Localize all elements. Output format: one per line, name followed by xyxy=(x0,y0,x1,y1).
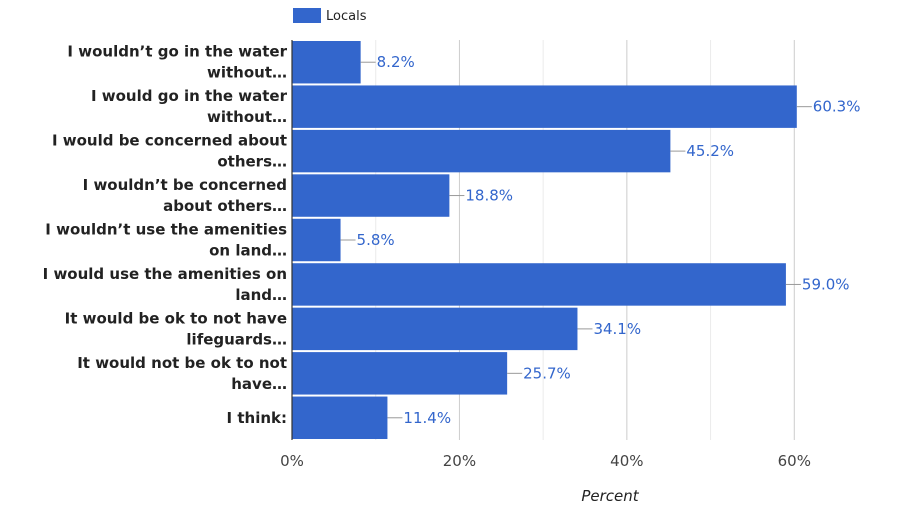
legend: Locals xyxy=(293,8,367,24)
data-label: 60.3% xyxy=(813,98,861,116)
category-label: I wouldn’t go in the water xyxy=(67,43,287,61)
bar xyxy=(292,396,388,439)
data-labels: 8.2% 60.3% 45.2% 18.8% 5.8% 59.0% 34.1% 25.7% 11… xyxy=(340,53,861,427)
data-label: 25.7% xyxy=(523,364,571,382)
x-tick-label: 0% xyxy=(280,452,304,470)
category-label: I would go in the water xyxy=(91,87,288,105)
category-label: on land… xyxy=(209,242,287,260)
data-label: 11.4% xyxy=(403,409,451,427)
bar xyxy=(292,85,797,128)
category-labels: I wouldn’t go in the water without… I woul… xyxy=(43,43,288,427)
data-label: 8.2% xyxy=(377,53,415,71)
x-tick-label: 40% xyxy=(610,452,643,470)
category-label: It would not be ok to not xyxy=(77,354,287,372)
bar xyxy=(292,307,578,351)
data-label: 59.0% xyxy=(802,275,850,293)
category-label: without… xyxy=(207,64,287,82)
bar xyxy=(292,174,450,217)
data-label: 5.8% xyxy=(357,231,395,249)
bar xyxy=(292,218,341,262)
bar xyxy=(292,129,671,173)
data-label: 18.8% xyxy=(465,187,513,205)
x-axis-ticks: 0% 20% 40% 60% xyxy=(280,452,811,470)
bar xyxy=(292,263,786,306)
category-label: I think: xyxy=(227,409,287,427)
category-label: I would be concerned about xyxy=(52,132,287,150)
category-label: land… xyxy=(235,286,287,304)
category-label: I wouldn’t be concerned xyxy=(83,176,287,194)
data-label: 34.1% xyxy=(593,320,641,338)
category-label: about others… xyxy=(163,197,287,215)
bars xyxy=(292,41,797,439)
bar xyxy=(292,352,508,395)
category-label: I would use the amenities on xyxy=(43,265,287,283)
category-label: It would be ok to not have xyxy=(65,309,287,327)
legend-label-locals: Locals xyxy=(326,9,367,24)
data-label: 45.2% xyxy=(686,142,734,160)
category-label: I wouldn’t use the amenities xyxy=(45,221,287,239)
x-axis-title: Percent xyxy=(581,487,639,505)
legend-swatch-locals xyxy=(293,8,321,23)
category-label: lifeguards… xyxy=(186,330,287,348)
x-tick-label: 60% xyxy=(778,452,811,470)
bar xyxy=(292,41,361,84)
category-label: have… xyxy=(231,375,287,393)
x-tick-label: 20% xyxy=(443,452,476,470)
category-label: without… xyxy=(207,108,287,126)
category-label: others… xyxy=(217,153,287,171)
